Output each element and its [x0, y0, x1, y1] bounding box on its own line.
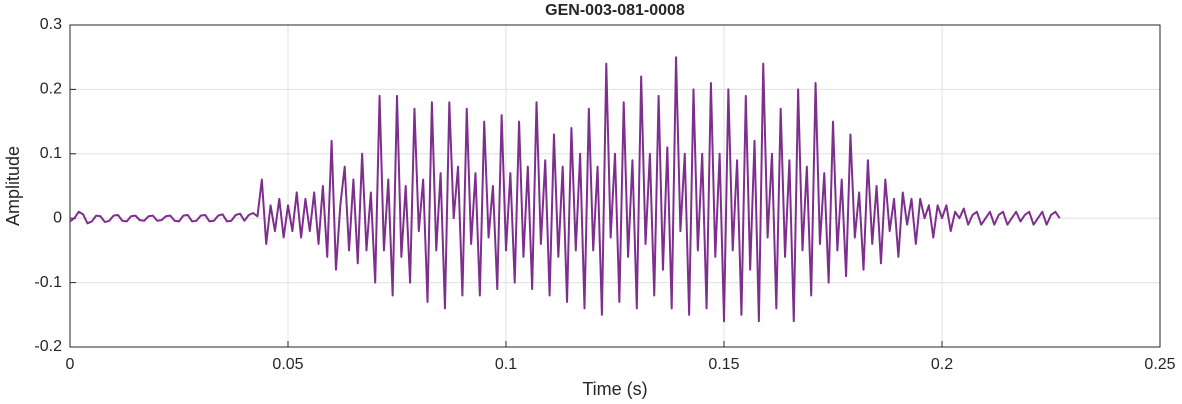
x-tick-label: 0.05 — [272, 356, 303, 373]
y-tick-label: -0.2 — [34, 338, 62, 355]
y-tick-label: 0.1 — [40, 145, 62, 162]
y-tick-label: 0 — [53, 209, 62, 226]
y-axis-label: Amplitude — [3, 146, 23, 226]
x-tick-label: 0.2 — [931, 356, 953, 373]
chart-title: GEN-003-081-0008 — [545, 2, 685, 19]
x-tick-label: 0 — [66, 356, 75, 373]
y-tick-label: 0.2 — [40, 81, 62, 98]
x-tick-label: 0.25 — [1144, 356, 1175, 373]
x-axis-label: Time (s) — [582, 379, 647, 399]
plot-frame — [69, 24, 1161, 348]
y-tick-label: 0.3 — [40, 16, 62, 33]
waveform-line — [69, 56, 1061, 323]
y-tick-label: -0.1 — [34, 274, 62, 291]
x-tick-label: 0.15 — [708, 356, 739, 373]
x-tick-label: 0.1 — [495, 356, 517, 373]
